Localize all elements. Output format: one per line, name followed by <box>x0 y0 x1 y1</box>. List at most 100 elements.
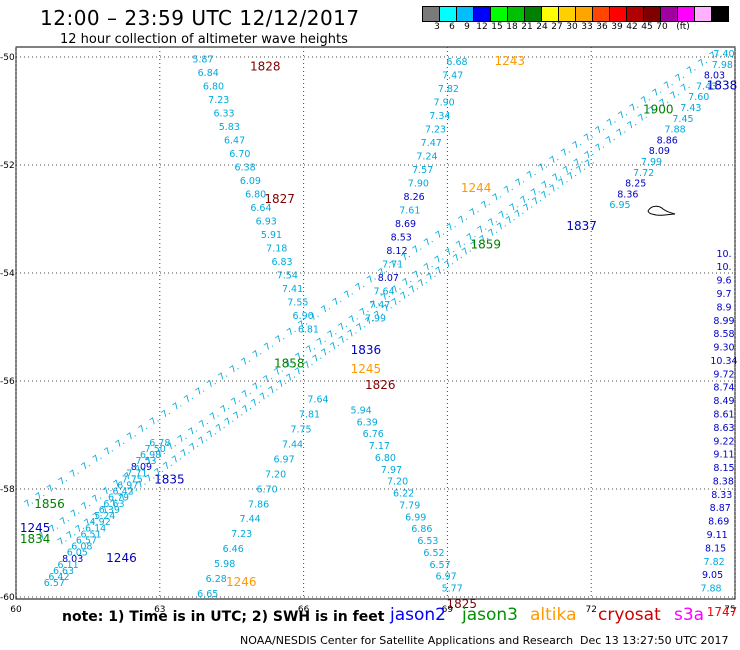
track-time-label: 1244 <box>461 181 492 195</box>
wave-height-value: 8.86 <box>657 135 678 146</box>
wave-height-marker: 7. <box>263 340 276 353</box>
wave-height-value: 9.11 <box>707 530 728 541</box>
wave-height-value: 6.51 <box>80 529 101 540</box>
footer-note: note: 1) Time is in UTC; 2) SWH is in fe… <box>62 609 385 625</box>
wave-height-value: 6.63 <box>53 566 74 577</box>
track-time-label: 1859 <box>470 238 501 252</box>
wave-height-value: 8.69 <box>708 517 729 528</box>
wave-height-marker: 7. <box>149 415 162 428</box>
track-time-label: 1836 <box>351 343 382 357</box>
legend-cryosat: cryosat <box>598 605 661 625</box>
wave-height-value: 9.7 <box>716 289 731 300</box>
wave-height-value: 6.80 <box>245 189 266 200</box>
wave-height-value: 6.70 <box>257 484 278 495</box>
wave-height-value: 8.09 <box>131 462 152 473</box>
wave-height-marker: 7. <box>240 355 253 368</box>
wave-height-value: 6.11 <box>58 560 79 571</box>
legend-s3a: s3a <box>674 605 705 625</box>
wave-height-value: 6.78 <box>149 438 170 449</box>
wave-height-marker: 7. <box>537 161 550 174</box>
wave-height-value: 7.61 <box>399 206 420 217</box>
wave-height-value: 10.34 <box>710 356 737 367</box>
wave-height-value: 7.44 <box>282 439 303 450</box>
wave-height-value: 5.24 <box>94 511 115 522</box>
wave-height-marker: 7. <box>230 395 243 408</box>
lat-tick-label: -50 <box>0 53 15 63</box>
wave-height-value: 9.22 <box>713 436 734 447</box>
color-scale-label: 9 <box>464 22 470 32</box>
track-time-label: 1828 <box>250 60 281 74</box>
track-time-label: 1245 <box>351 362 382 376</box>
wave-height-value: 7.99 <box>641 157 662 168</box>
wave-height-marker: 7. <box>320 303 333 316</box>
color-scale-label: 27 <box>551 22 563 32</box>
wave-height-value: 7.18 <box>266 243 287 254</box>
legend-jason3: jason3 <box>462 605 518 625</box>
wave-height-value: 9.72 <box>713 369 734 380</box>
wave-height-marker: 7. <box>480 198 493 211</box>
wave-height-marker: 7. <box>605 133 618 146</box>
island-outline <box>647 205 676 216</box>
wave-height-value: 6.52 <box>423 548 444 559</box>
wave-height-value: 6.39 <box>99 505 120 516</box>
map-grid <box>15 47 736 599</box>
wave-height-marker: 7. <box>206 377 219 390</box>
wave-height-marker: 7. <box>594 124 607 137</box>
wave-height-marker: 7. <box>171 400 184 413</box>
wave-height-value: 5.98 <box>214 559 235 570</box>
wave-height-value: 7.81 <box>299 410 320 421</box>
wave-height-value: 7.40 <box>713 49 734 60</box>
wave-height-value: 8.15 <box>705 543 726 554</box>
lat-tick-label: -60 <box>0 593 15 603</box>
track-time-label: 1858 <box>274 357 305 371</box>
track-time-label: 1835 <box>154 473 185 487</box>
wave-height-value: 9.6 <box>716 276 731 287</box>
wave-height-value: 7.75 <box>122 474 143 485</box>
wave-height-value: 7.98 <box>712 60 733 71</box>
color-scale-label: 39 <box>611 22 623 32</box>
wave-height-value: 8.74 <box>713 383 734 394</box>
wave-height-marker: 7. <box>411 243 424 256</box>
track-time-label: 1856 <box>34 497 65 511</box>
credit-line: NOAA/NESDIS Center for Satellite Applica… <box>240 634 574 647</box>
wave-height-value: 6.57 <box>429 560 450 571</box>
wave-height-value: 6.80 <box>203 81 224 92</box>
wave-height-marker: 7. <box>605 116 618 129</box>
wave-height-value: 7.71 <box>382 260 403 271</box>
wave-height-value: 8.99 <box>713 316 734 327</box>
track-time-label: 1827 <box>264 192 295 206</box>
wave-height-value: 8.09 <box>649 146 670 157</box>
color-scale-label: 70 <box>656 22 668 32</box>
wave-height-value: 7.82 <box>704 557 725 568</box>
wave-height-marker: 7. <box>583 131 596 144</box>
wave-height-value: 8.87 <box>710 503 731 514</box>
wave-height-marker: 7. <box>251 348 264 361</box>
wave-height-marker: 7. <box>617 109 630 122</box>
wave-height-value: 6.05 <box>67 548 88 559</box>
wave-height-value: 8.53 <box>391 233 412 244</box>
wave-height-value: 4.92 <box>90 517 111 528</box>
wave-height-value: 6.42 <box>48 572 69 583</box>
wave-height-value: 6.76 <box>363 429 384 440</box>
legend-altika: altika <box>530 605 577 625</box>
color-scale-label: 33 <box>581 22 593 32</box>
wave-height-value: 7.20 <box>387 477 408 488</box>
wave-height-value: 7.23 <box>231 529 252 540</box>
wave-height-value: 7.79 <box>399 500 420 511</box>
wave-height-value: 7.88 <box>700 584 721 595</box>
wave-height-marker: 7. <box>46 482 59 495</box>
wave-height-value: 8.38 <box>713 476 734 487</box>
color-scale-label: 15 <box>491 22 503 32</box>
wave-height-marker: 7. <box>69 507 82 520</box>
wave-height-value: 6.83 <box>271 257 292 268</box>
wave-height-value: 7.72 <box>633 168 654 179</box>
wave-height-value: 8.15 <box>713 463 734 474</box>
wave-height-value: 7.55 <box>287 297 308 308</box>
color-scale-unit: (ft) <box>676 22 690 32</box>
wave-height-value: 6.63 <box>103 499 124 510</box>
wave-height-marker: 7. <box>669 89 682 102</box>
legend-jason2: jason2 <box>390 605 446 625</box>
track-time-label: 1747 <box>707 605 738 619</box>
wave-height-marker: 7. <box>468 206 481 219</box>
wave-height-marker: 7. <box>514 176 527 189</box>
